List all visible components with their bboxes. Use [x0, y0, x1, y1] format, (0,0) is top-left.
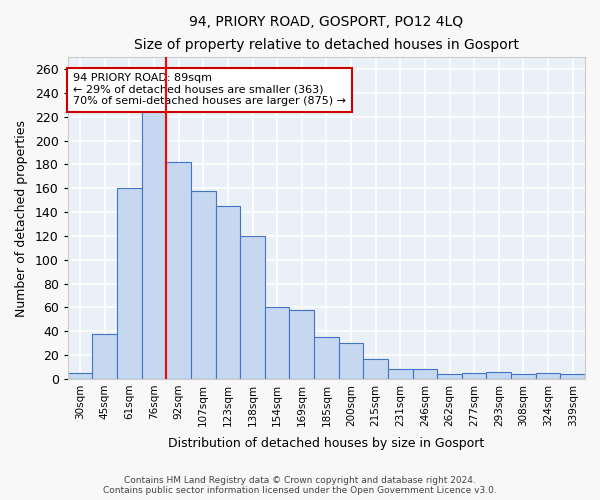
Bar [240, 236, 265, 379]
Bar [191, 190, 215, 379]
Bar [560, 374, 585, 379]
Bar [166, 162, 191, 379]
Bar [462, 373, 487, 379]
Bar [142, 107, 166, 379]
Bar [314, 337, 339, 379]
Bar [265, 308, 289, 379]
Bar [339, 343, 364, 379]
Bar [487, 372, 511, 379]
Bar [117, 188, 142, 379]
Bar [289, 310, 314, 379]
Y-axis label: Number of detached properties: Number of detached properties [15, 120, 28, 316]
Bar [437, 374, 462, 379]
Text: Contains HM Land Registry data © Crown copyright and database right 2024.
Contai: Contains HM Land Registry data © Crown c… [103, 476, 497, 495]
Bar [364, 358, 388, 379]
Title: 94, PRIORY ROAD, GOSPORT, PO12 4LQ
Size of property relative to detached houses : 94, PRIORY ROAD, GOSPORT, PO12 4LQ Size … [134, 15, 519, 52]
Bar [68, 373, 92, 379]
Text: 94 PRIORY ROAD: 89sqm
← 29% of detached houses are smaller (363)
70% of semi-det: 94 PRIORY ROAD: 89sqm ← 29% of detached … [73, 73, 346, 106]
Bar [413, 370, 437, 379]
Bar [511, 374, 536, 379]
Bar [215, 206, 240, 379]
Bar [388, 370, 413, 379]
Bar [536, 373, 560, 379]
X-axis label: Distribution of detached houses by size in Gosport: Distribution of detached houses by size … [168, 437, 485, 450]
Bar [92, 334, 117, 379]
